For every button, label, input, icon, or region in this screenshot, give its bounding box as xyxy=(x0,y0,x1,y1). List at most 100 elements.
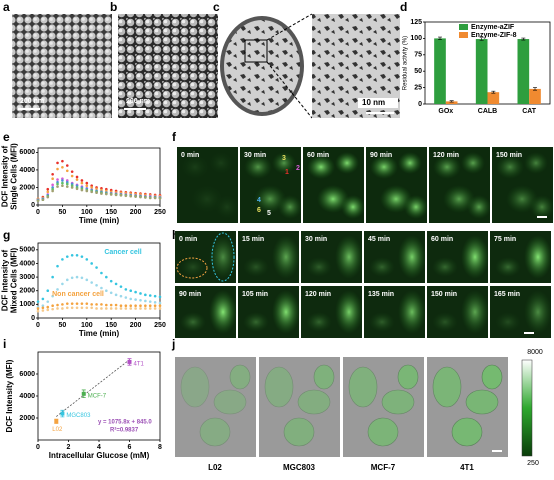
cell-blob xyxy=(244,155,272,179)
data-point xyxy=(85,302,89,305)
x-tick-label: 100 xyxy=(81,209,93,216)
bar xyxy=(434,38,446,104)
cell-blob xyxy=(209,290,237,334)
cell-blob xyxy=(306,312,332,332)
data-point xyxy=(144,304,147,308)
annotation: Non cancer cell xyxy=(52,291,104,298)
data-point xyxy=(119,304,123,308)
data-point xyxy=(90,306,93,310)
bar xyxy=(517,39,530,104)
time-label: 30 min xyxy=(305,236,327,243)
data-point xyxy=(105,289,108,293)
fit-equation: y = 1075.8x + 845.0 xyxy=(98,420,152,426)
data-point xyxy=(85,189,89,193)
x-tick-label: 0 xyxy=(36,444,40,451)
x-tick-label: 250 xyxy=(154,209,166,216)
data-point xyxy=(65,255,69,258)
time-label: 150 min xyxy=(496,152,522,159)
plot-frame xyxy=(37,147,161,206)
time-label: 120 min xyxy=(433,152,459,159)
data-point xyxy=(129,194,133,198)
x-tick-label: 250 xyxy=(154,322,166,329)
cell-blob xyxy=(461,152,485,174)
cell-blob xyxy=(341,195,365,219)
data-point xyxy=(144,307,147,310)
data-point xyxy=(95,187,98,191)
data-point xyxy=(70,170,74,173)
cell-blob xyxy=(369,257,395,277)
time-label: 90 min xyxy=(370,152,392,159)
data-point xyxy=(95,191,98,195)
data-point xyxy=(41,198,45,202)
data-point xyxy=(70,302,74,305)
data-point xyxy=(70,253,74,257)
scale-bar xyxy=(124,108,146,110)
cell-blob xyxy=(451,417,483,447)
time-label: 30 min xyxy=(244,152,266,159)
data-point xyxy=(46,289,50,293)
cell-blob xyxy=(506,185,538,213)
x-tick-label: CAT xyxy=(522,108,537,115)
data-point xyxy=(75,178,79,181)
data-point xyxy=(109,291,113,295)
cell-line-label: MCF-7 xyxy=(371,463,396,472)
time-label: 165 min xyxy=(494,291,520,298)
data-point xyxy=(85,184,89,188)
data-point xyxy=(80,276,84,280)
data-point xyxy=(51,275,54,279)
cell-blob xyxy=(461,290,489,334)
panel-letter: c xyxy=(213,0,220,14)
data-point xyxy=(51,304,54,308)
data-point xyxy=(139,292,142,295)
data-point xyxy=(90,281,93,284)
cell-blob xyxy=(272,290,300,334)
cell-blob xyxy=(243,312,269,332)
zoom-box xyxy=(244,39,268,63)
cell-blob xyxy=(404,195,428,219)
data-point xyxy=(158,307,162,310)
cell-blob xyxy=(433,155,461,179)
fit-r2: R²=0.9837 xyxy=(110,427,139,434)
data-point xyxy=(148,294,152,297)
colorbar xyxy=(521,359,533,457)
data-point xyxy=(105,307,108,310)
cell-blob xyxy=(530,195,554,219)
legend-label: Enzyme-ZIF-8 xyxy=(471,32,517,39)
y-tick-label: 2000 xyxy=(19,288,35,295)
time-label: 15 min xyxy=(242,236,264,243)
data-point xyxy=(114,293,118,297)
cell-blob xyxy=(335,152,359,174)
y-tick-label: 25 xyxy=(414,84,422,91)
data-point xyxy=(36,309,40,313)
normal-cell-outline xyxy=(176,257,208,279)
x-tick-label: CALB xyxy=(478,108,497,115)
data-point xyxy=(124,296,128,299)
cell-number: 4 xyxy=(257,197,261,204)
data-point xyxy=(75,275,79,279)
point-label: MGC803 xyxy=(66,413,91,419)
sem-image xyxy=(12,14,112,118)
panel-letter: a xyxy=(3,0,10,14)
data-point xyxy=(56,288,59,291)
data-point xyxy=(65,306,69,310)
data-point xyxy=(81,391,86,396)
cell-blob xyxy=(180,366,210,408)
y-axis-label: Single Cells (MFI) xyxy=(10,143,19,210)
x-axis-label: Time (min) xyxy=(79,216,120,225)
data-point xyxy=(95,283,98,287)
panel-letter: e xyxy=(3,130,10,144)
cell-blob xyxy=(481,364,503,390)
cancer-cell-outline xyxy=(211,232,235,282)
data-point xyxy=(65,278,69,282)
data-point xyxy=(127,359,132,364)
data-point xyxy=(56,178,59,181)
y-axis-label: DCF Intensity of xyxy=(1,250,10,312)
data-point xyxy=(56,303,59,307)
y-tick-label: 4000 xyxy=(19,260,35,267)
data-point xyxy=(129,307,133,310)
time-label: 75 min xyxy=(494,236,516,243)
image-layer xyxy=(12,13,402,119)
data-point xyxy=(56,182,59,186)
cell-blob xyxy=(398,290,426,334)
data-point xyxy=(134,290,137,294)
